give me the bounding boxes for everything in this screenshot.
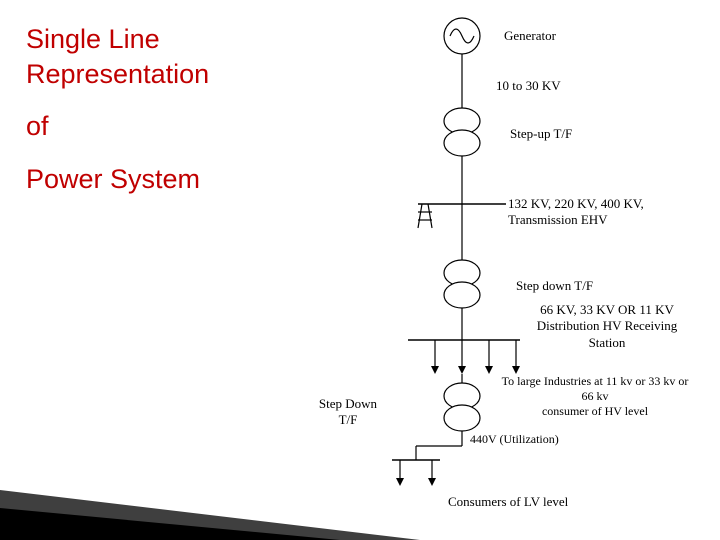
label-receiving: 66 KV, 33 KV OR 11 KV Distribution HV Re… xyxy=(522,302,692,351)
label-stepup: Step-up T/F xyxy=(510,126,572,142)
label-stepdown-left: Step Down T/F xyxy=(308,396,388,429)
stepdown2-tf-bot xyxy=(444,405,480,431)
label-utilization: 440V (Utilization) xyxy=(470,432,559,447)
label-lv-consumers: Consumers of LV level xyxy=(448,494,568,510)
single-line-diagram xyxy=(0,0,720,540)
tower-line-1 xyxy=(418,204,422,228)
label-transmission: 132 KV, 220 KV, 400 KV, Transmission EHV xyxy=(508,196,644,229)
decorative-wedge xyxy=(0,470,420,540)
label-gen-level: 10 to 30 KV xyxy=(496,78,561,94)
stepdown-tf-bot xyxy=(444,282,480,308)
stepup-tf-bot xyxy=(444,130,480,156)
label-industries: To large Industries at 11 kv or 33 kv or… xyxy=(480,374,710,419)
label-stepdown: Step down T/F xyxy=(516,278,593,294)
label-generator: Generator xyxy=(504,28,556,44)
tower-line-2 xyxy=(428,204,432,228)
industries-drops xyxy=(431,340,520,374)
